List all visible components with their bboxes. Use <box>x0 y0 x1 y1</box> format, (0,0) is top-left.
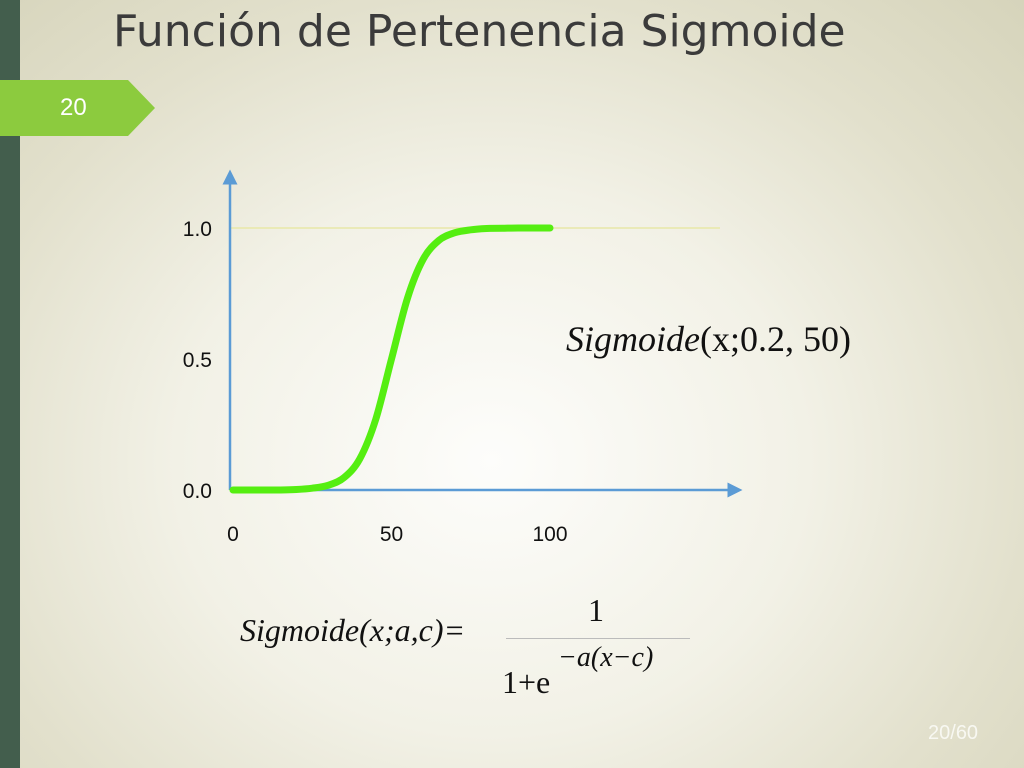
sigmoid-chart: 0.0 0.5 1.0 0 50 100 <box>183 169 743 546</box>
curve-data-points <box>230 225 553 493</box>
sigmoid-formula: Sigmoide(x;a,c)= 1 1+e −a(x−c) <box>240 592 710 702</box>
slide-title: Función de Pertenencia Sigmoide <box>113 6 846 57</box>
sidebar-stripe <box>0 0 20 768</box>
formula-numerator: 1 <box>588 592 604 628</box>
formula-denominator: 1+e <box>502 664 551 700</box>
slide-number-tag: 20 <box>0 80 155 136</box>
sigmoid-curve <box>229 224 554 494</box>
x-tick-label: 100 <box>532 523 567 546</box>
tag-arrow-shape <box>0 80 155 136</box>
y-tick-label: 0.0 <box>183 480 212 503</box>
x-tick-label: 0 <box>227 523 239 546</box>
instance-formula-label: Sigmoide(x;0.2, 50) <box>566 318 851 360</box>
instance-function-name: Sigmoide <box>566 319 700 359</box>
formula-exponent: −a(x−c) <box>558 642 654 673</box>
fraction-bar <box>506 638 690 639</box>
slide-number: 20 <box>60 94 87 121</box>
instance-function-args: (x;0.2, 50) <box>699 319 851 359</box>
x-tick-label: 50 <box>380 523 403 546</box>
y-tick-labels: 0.0 0.5 1.0 <box>183 218 212 503</box>
y-tick-label: 0.5 <box>183 349 212 372</box>
page-counter: 20/60 <box>928 722 978 745</box>
page-separator: / <box>950 722 956 744</box>
page-total: 60 <box>955 722 979 744</box>
page-current: 20 <box>928 722 951 744</box>
y-tick-label: 1.0 <box>183 218 212 241</box>
x-tick-labels: 0 50 100 <box>227 523 567 546</box>
formula-lhs: Sigmoide(x;a,c)= <box>240 612 466 648</box>
